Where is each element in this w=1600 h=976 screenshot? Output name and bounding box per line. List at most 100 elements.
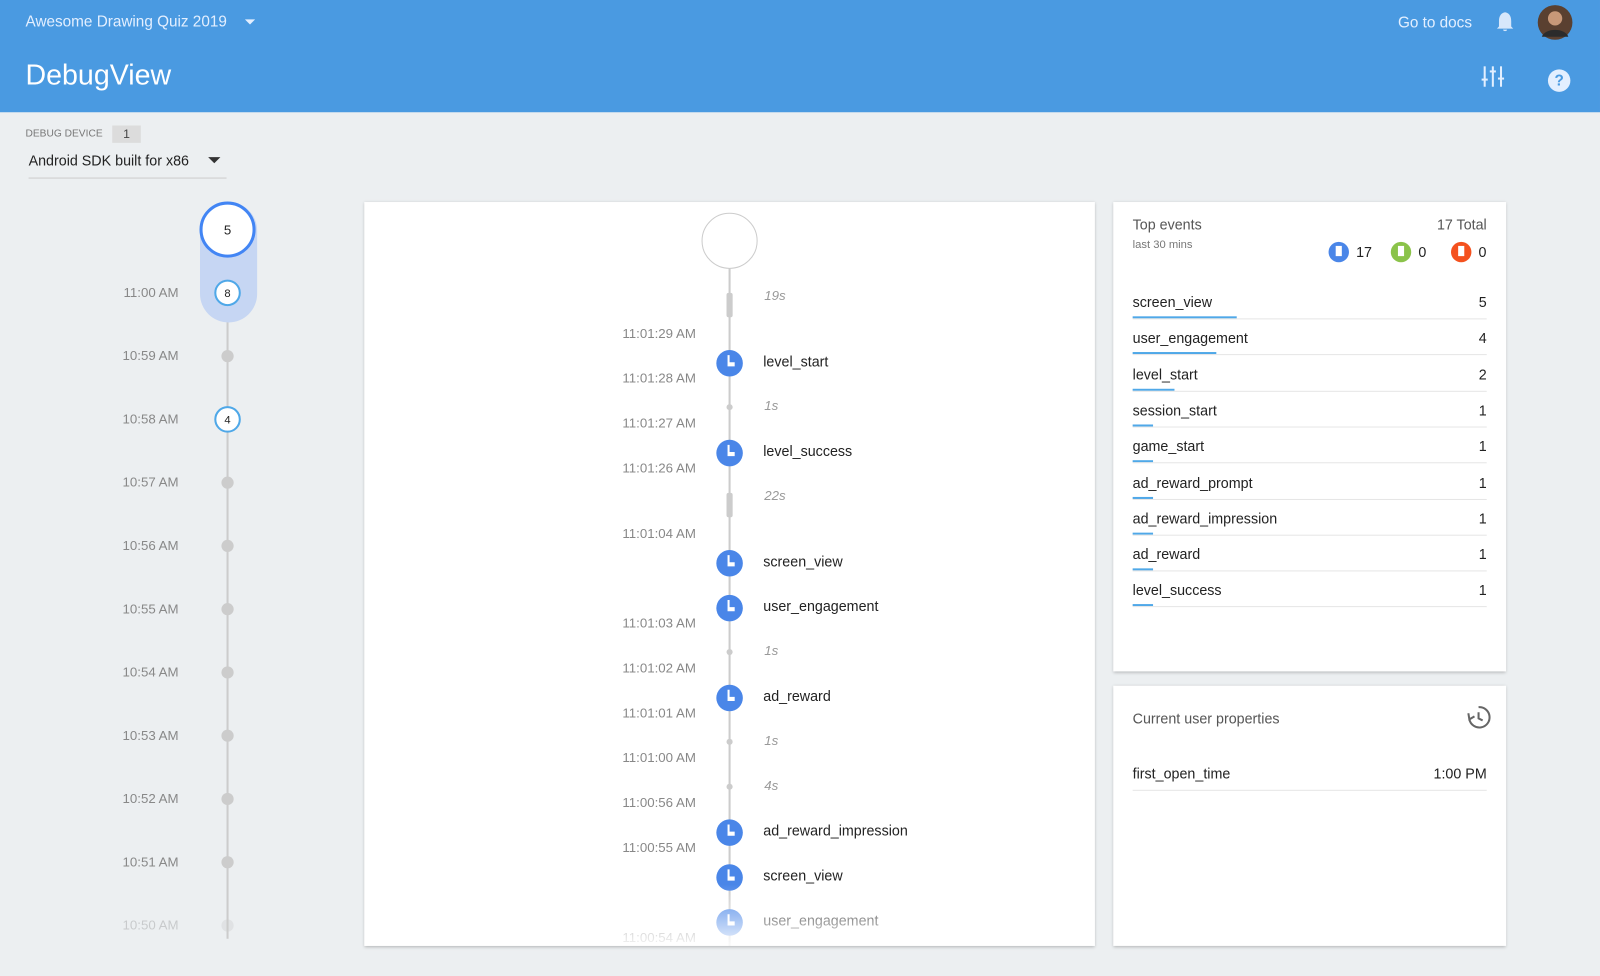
minute-dot: [221, 349, 234, 363]
device-selector[interactable]: Android SDK built for x86: [28, 152, 189, 169]
summary-icons: [1328, 241, 1472, 263]
top-event-name[interactable]: game_start: [1132, 437, 1205, 455]
minute-label: 10:59 AM: [122, 347, 179, 364]
top-event-bar: [1132, 388, 1175, 391]
project-dropdown-arrow[interactable]: [243, 12, 263, 32]
top-event-bar: [1132, 496, 1154, 499]
event-name[interactable]: level_success: [763, 442, 853, 460]
event-name[interactable]: user_engagement: [763, 597, 879, 615]
gap-dot: [726, 783, 733, 790]
top-event-count: 1: [1478, 473, 1487, 491]
top-event-name[interactable]: session_start: [1132, 401, 1217, 419]
errors-icon-glyph: [1458, 245, 1465, 257]
gap-bar: [726, 292, 733, 318]
minute-label: 10:50 AM: [122, 917, 179, 933]
settings-icon[interactable]: [1481, 64, 1505, 88]
top-event-count: 1: [1478, 509, 1487, 527]
row-divider: [1132, 354, 1487, 356]
property-value: 1:00 PM: [1433, 765, 1487, 782]
events-count: 17: [1356, 243, 1373, 261]
errors-count: 0: [1478, 243, 1487, 261]
event-timestamp: 11:01:01 AM: [622, 705, 696, 721]
minute-dot: [221, 792, 234, 806]
stream-graphics: [701, 212, 758, 946]
event-timestamp: 11:01:02 AM: [622, 660, 696, 676]
stream-head: [701, 212, 758, 269]
stream-fade: [364, 884, 1095, 946]
minute-dot: [221, 856, 234, 869]
top-event-bar: [1132, 424, 1154, 427]
row-divider: [1132, 426, 1487, 428]
gap-duration: 22s: [764, 487, 786, 504]
project-selector[interactable]: Awesome Drawing Quiz 2019: [25, 13, 227, 31]
top-event-name[interactable]: ad_reward_prompt: [1132, 473, 1253, 491]
minute-count: 8: [224, 288, 230, 300]
event-name[interactable]: ad_reward_impression: [763, 822, 908, 839]
minute-dot: [221, 919, 234, 932]
event-timestamp: 11:01:28 AM: [622, 370, 696, 386]
top-events-card: Top events last 30 mins 17 Total 17 0 0 screen…: [1113, 202, 1507, 672]
event-name[interactable]: screen_view: [763, 553, 843, 570]
top-event-name[interactable]: ad_reward_impression: [1132, 509, 1278, 527]
gap-dot: [726, 404, 733, 411]
minute-label: 10:54 AM: [122, 664, 179, 680]
top-event-name[interactable]: level_success: [1132, 582, 1222, 599]
gap-duration: 19s: [764, 287, 786, 304]
top-event-bar: [1132, 604, 1154, 607]
minute-label: 10:55 AM: [122, 601, 179, 617]
row-divider: [1132, 318, 1487, 320]
minute-dot: [221, 603, 234, 616]
row-divider: [1132, 570, 1487, 572]
conversions-count: 0: [1418, 243, 1427, 261]
help-icon[interactable]: ?: [1546, 67, 1573, 94]
top-event-name[interactable]: level_start: [1132, 365, 1198, 383]
event-name[interactable]: level_start: [763, 353, 829, 370]
history-icon[interactable]: [1465, 704, 1492, 731]
current-count-ring: [199, 201, 256, 258]
gap-dot: [726, 738, 733, 745]
row-divider: [1132, 390, 1487, 392]
top-event-name[interactable]: screen_view: [1132, 293, 1213, 311]
top-event-name[interactable]: user_engagement: [1132, 329, 1248, 347]
event-name[interactable]: ad_reward: [763, 687, 831, 705]
gap-bar: [726, 492, 733, 518]
minute-count: 4: [224, 414, 230, 426]
event-timestamp: 11:01:00 AM: [622, 749, 696, 766]
row-divider: [1132, 606, 1487, 608]
event-icon-glyph: [727, 869, 735, 881]
account-avatar[interactable]: [1537, 4, 1574, 41]
event-name[interactable]: screen_view: [763, 867, 843, 884]
top-event-count: 4: [1478, 329, 1487, 347]
device-dropdown-arrow[interactable]: [206, 153, 226, 173]
row-divider: [1132, 789, 1487, 791]
minute-count-ring[interactable]: [214, 406, 241, 433]
device-label: DEBUG DEVICE: [25, 128, 103, 140]
gap-duration: 1s: [764, 397, 779, 414]
gap-duration: 1s: [764, 732, 779, 748]
card-title: Top events: [1132, 216, 1202, 233]
app-header: [0, 0, 1600, 113]
property-name: first_open_time: [1132, 765, 1231, 782]
top-event-count: 1: [1478, 401, 1487, 419]
minute-count-ring[interactable]: [214, 279, 241, 307]
top-event-bar: [1132, 568, 1154, 571]
top-event-count: 1: [1478, 546, 1487, 563]
conversions-icon-glyph: [1397, 245, 1405, 257]
event-timestamp: 11:01:03 AM: [622, 615, 696, 631]
top-event-name[interactable]: ad_reward: [1132, 546, 1201, 563]
minutes-timeline: 5 8 4: [199, 201, 258, 939]
event-timestamp: 11:00:55 AM: [622, 839, 696, 856]
docs-link[interactable]: Go to docs: [1397, 14, 1472, 32]
row-divider: [1132, 534, 1487, 536]
event-icon-glyph: [727, 555, 735, 567]
event-timestamp: 11:01:26 AM: [622, 460, 696, 476]
notifications-icon[interactable]: [1494, 10, 1518, 34]
card-title: Current user properties: [1132, 710, 1280, 727]
current-count: 5: [224, 223, 231, 238]
event-timestamp: 11:00:56 AM: [622, 794, 696, 811]
gap-duration: 1s: [764, 642, 779, 659]
minute-label: 10:53 AM: [122, 727, 179, 743]
minute-dot: [221, 476, 234, 489]
